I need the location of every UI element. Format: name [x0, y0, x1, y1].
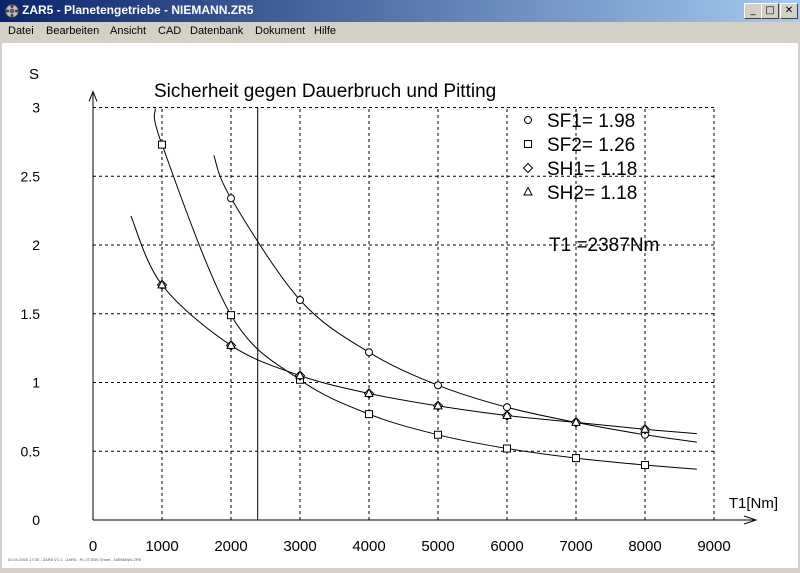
menu-cad[interactable]: CAD	[158, 25, 182, 37]
data-point-triangle	[295, 370, 305, 380]
menu-datenbank[interactable]: Datenbank	[190, 25, 244, 37]
x-axis-label: T1[Nm]	[729, 495, 778, 512]
x-axis-arrow	[743, 515, 758, 525]
data-point-triangle	[502, 409, 512, 419]
window-title: ZAR5 - Planetengetriebe - NIEMANN.ZR5	[22, 3, 254, 17]
close-button[interactable]: ✕	[780, 3, 798, 19]
safety-chart: 0 1000 2000 3000 4000 5000 6000 7000 8000 9000 0 0.…	[21, 66, 778, 555]
x-tick-label: 6000	[490, 538, 523, 555]
data-point-circle	[296, 296, 304, 304]
x-tick-label: 5000	[421, 538, 454, 555]
series-line	[130, 215, 697, 435]
minimize-button[interactable]: _	[744, 3, 762, 19]
menu-datei[interactable]: Datei	[8, 25, 34, 37]
legend-label: SF2= 1.26	[547, 135, 635, 156]
data-point-square	[365, 410, 373, 419]
legend-symbol-circle	[524, 116, 532, 124]
data-point-square	[434, 430, 442, 439]
legend-symbol-square	[524, 140, 532, 148]
legend-symbol-triangle	[523, 186, 533, 196]
menu-bar: Datei Bearbeiten Ansicht CAD Datenbank D…	[0, 22, 800, 41]
x-tick-label: 8000	[628, 538, 661, 555]
y-axis-label: S	[29, 66, 39, 83]
chart-title: Sicherheit gegen Dauerbruch und Pitting	[154, 81, 496, 102]
legend-label: SH2= 1.18	[547, 183, 637, 204]
title-bar[interactable]: ZAR5 - Planetengetriebe - NIEMANN.ZR5 _ …	[0, 0, 800, 22]
x-tick-label: 3000	[283, 538, 316, 555]
data-point-circle	[365, 348, 373, 357]
series-line	[153, 108, 697, 470]
x-tick-label: 0	[89, 538, 97, 555]
legend-label: SH1= 1.18	[547, 159, 637, 180]
menu-ansicht[interactable]: Ansicht	[110, 25, 147, 37]
data-point-circle	[227, 194, 235, 203]
data-point-triangle	[157, 279, 167, 289]
data-point-triangle	[640, 423, 650, 433]
app-gear-icon	[5, 4, 19, 18]
y-tick-label: 0.5	[21, 443, 41, 459]
y-tick-label: 1	[32, 375, 40, 391]
y-tick-label: 2.5	[21, 168, 41, 184]
series-line	[213, 155, 697, 443]
data-point-triangle	[433, 400, 443, 410]
t1-annotation: T1 =2387Nm	[549, 235, 659, 256]
maximize-button[interactable]: □	[761, 3, 779, 19]
x-tick-label: 9000	[697, 538, 730, 555]
x-tick-label: 4000	[352, 538, 385, 555]
data-point-square	[227, 311, 235, 320]
y-tick-label: 2	[32, 237, 40, 253]
data-point-circle	[503, 403, 511, 412]
data-point-triangle	[364, 387, 374, 397]
data-point-circle	[434, 381, 442, 390]
status-line: 00.00.2000 17:35 - ZAR5 V1.1 - ZAR5 - PL…	[8, 557, 141, 562]
y-tick-label: 0	[32, 512, 40, 528]
y-axis-arrow	[88, 90, 98, 102]
data-point-triangle	[226, 339, 236, 349]
chart-canvas: 0 1000 2000 3000 4000 5000 6000 7000 8000 9000 0 0.…	[2, 43, 798, 568]
x-tick-label: 7000	[559, 538, 592, 555]
y-tick-label: 3	[32, 100, 40, 116]
y-tick-label: 1.5	[21, 306, 41, 322]
data-point-square	[503, 444, 511, 453]
menu-bearbeiten[interactable]: Bearbeiten	[46, 25, 100, 37]
menu-dokument[interactable]: Dokument	[255, 25, 306, 37]
data-point-square	[641, 461, 649, 469]
menu-hilfe[interactable]: Hilfe	[314, 25, 337, 37]
x-tick-label: 1000	[145, 538, 178, 555]
data-point-square	[158, 140, 166, 149]
legend-symbol-diamond	[522, 162, 534, 174]
data-point-triangle	[571, 416, 581, 426]
x-tick-label: 2000	[214, 538, 247, 555]
data-point-square	[572, 454, 580, 463]
legend-label: SF1= 1.98	[547, 111, 635, 132]
